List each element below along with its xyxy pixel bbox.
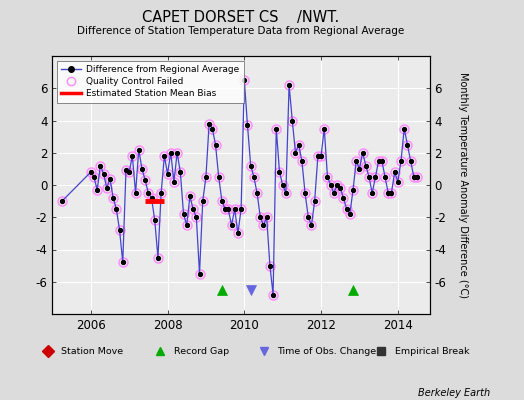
Text: CAPET DORSET CS    /NWT.: CAPET DORSET CS /NWT. <box>143 10 340 25</box>
Y-axis label: Monthly Temperature Anomaly Difference (°C): Monthly Temperature Anomaly Difference (… <box>457 72 467 298</box>
Text: Difference of Station Temperature Data from Regional Average: Difference of Station Temperature Data f… <box>78 26 405 36</box>
Text: Time of Obs. Change: Time of Obs. Change <box>277 346 377 356</box>
Legend: Difference from Regional Average, Quality Control Failed, Estimated Station Mean: Difference from Regional Average, Qualit… <box>57 60 244 103</box>
Text: Empirical Break: Empirical Break <box>395 346 469 356</box>
Text: Station Move: Station Move <box>61 346 123 356</box>
Text: Record Gap: Record Gap <box>174 346 229 356</box>
Text: Berkeley Earth: Berkeley Earth <box>418 388 490 398</box>
